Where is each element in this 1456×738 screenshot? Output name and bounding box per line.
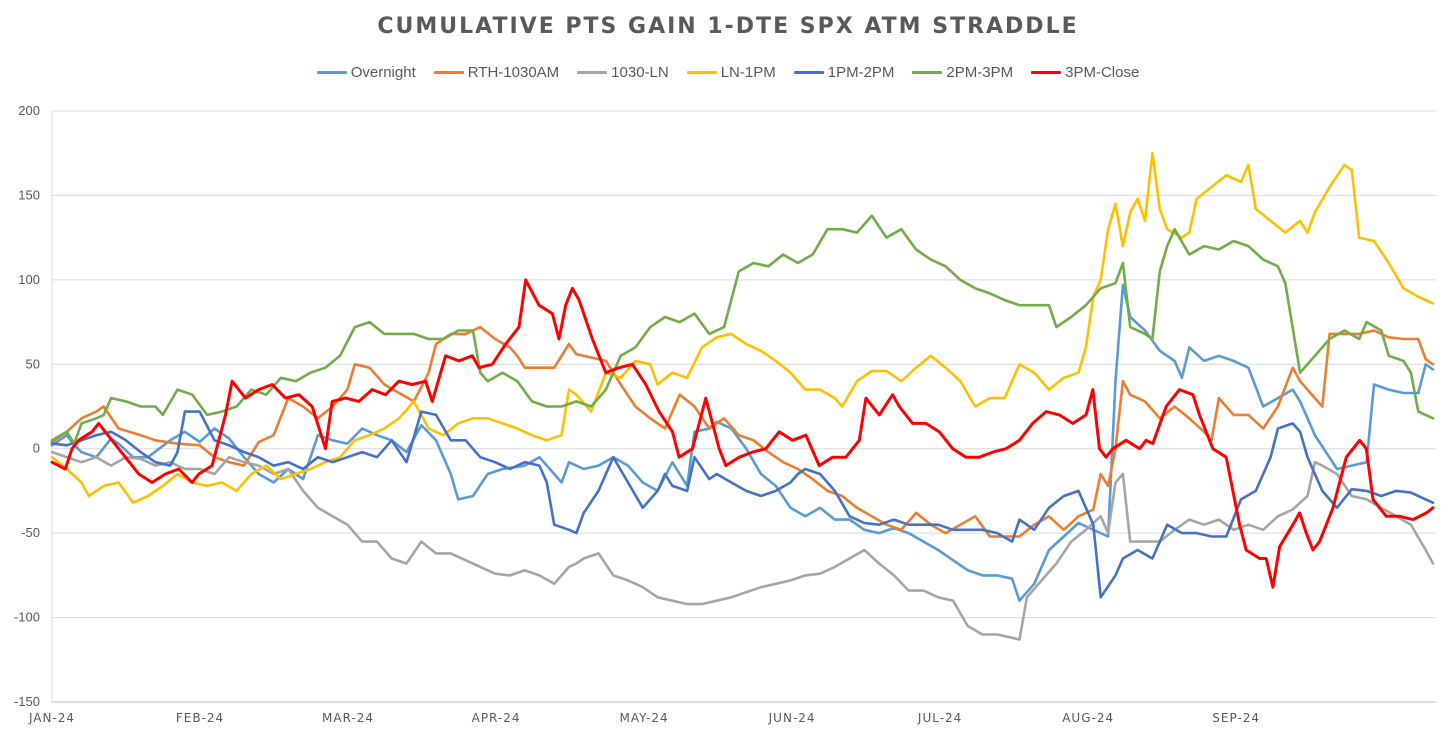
legend-label: RTH-1030AM (467, 64, 560, 81)
axes: 200 150 100 50 0 -50 -100 -150 JAN-24 FEB-24 MAR-2… (14, 103, 1260, 725)
x-tick-label: AUG-24 (1062, 711, 1114, 725)
y-tick-label: 0 (33, 441, 40, 456)
x-tick-label: MAR-24 (322, 711, 374, 725)
y-tick-label: 100 (18, 272, 40, 287)
series-line-ln-1pm (50, 151, 1435, 504)
x-tick-label: FEB-24 (176, 711, 224, 725)
y-tick-label: 200 (18, 103, 40, 118)
legend-swatch (912, 71, 943, 74)
x-tick-label: JUN-24 (768, 711, 816, 725)
legend-label: LN-1PM (720, 64, 776, 81)
series-line-2pm-3pm (50, 214, 1435, 445)
x-tick-label: APR-24 (472, 711, 521, 725)
legend-label: 1030-LN (611, 64, 669, 81)
series-line-1030-ln (50, 450, 1435, 641)
x-tick-label: JAN-24 (28, 711, 75, 725)
legend-item: 1030-LN (577, 64, 669, 81)
legend-swatch (316, 71, 347, 74)
legend-item: 1PM-2PM (793, 64, 895, 81)
x-tick-label: JUL-24 (917, 711, 962, 725)
legend-item: LN-1PM (686, 64, 776, 81)
series-lines (50, 151, 1435, 641)
legend: Overnight RTH-1030AM 1030-LN LN-1PM 1PM-2PM 2… (0, 64, 1456, 81)
y-tick-label: -50 (21, 525, 40, 540)
y-tick-label: -100 (14, 610, 40, 625)
legend-item: 3PM-Close (1031, 64, 1139, 81)
legend-label: 3PM-Close (1065, 64, 1140, 81)
legend-item: 2PM-3PM (912, 64, 1013, 81)
y-tick-label: 50 (26, 356, 40, 371)
x-tick-label: SEP-24 (1212, 711, 1260, 725)
legend-swatch (433, 71, 464, 74)
series-line-1pm-2pm (50, 410, 1435, 599)
legend-label: 2PM-3PM (946, 64, 1014, 81)
y-tick-label: -150 (14, 694, 40, 709)
legend-swatch (793, 71, 824, 74)
legend-label: 1PM-2PM (827, 64, 895, 81)
x-tick-label: MAY-24 (620, 711, 669, 725)
legend-swatch (577, 71, 608, 74)
legend-swatch (686, 71, 717, 74)
chart-title: CUMULATIVE PTS GAIN 1-DTE SPX ATM STRADD… (377, 14, 1079, 39)
legend-label: Overnight (350, 64, 416, 81)
legend-item: Overnight (316, 64, 416, 81)
y-tick-label: 150 (18, 187, 40, 202)
legend-swatch (1031, 71, 1062, 74)
legend-item: RTH-1030AM (433, 64, 560, 81)
series-line-3pm-close (50, 278, 1435, 589)
series-line-overnight (50, 283, 1435, 602)
gridlines (52, 110, 1436, 703)
